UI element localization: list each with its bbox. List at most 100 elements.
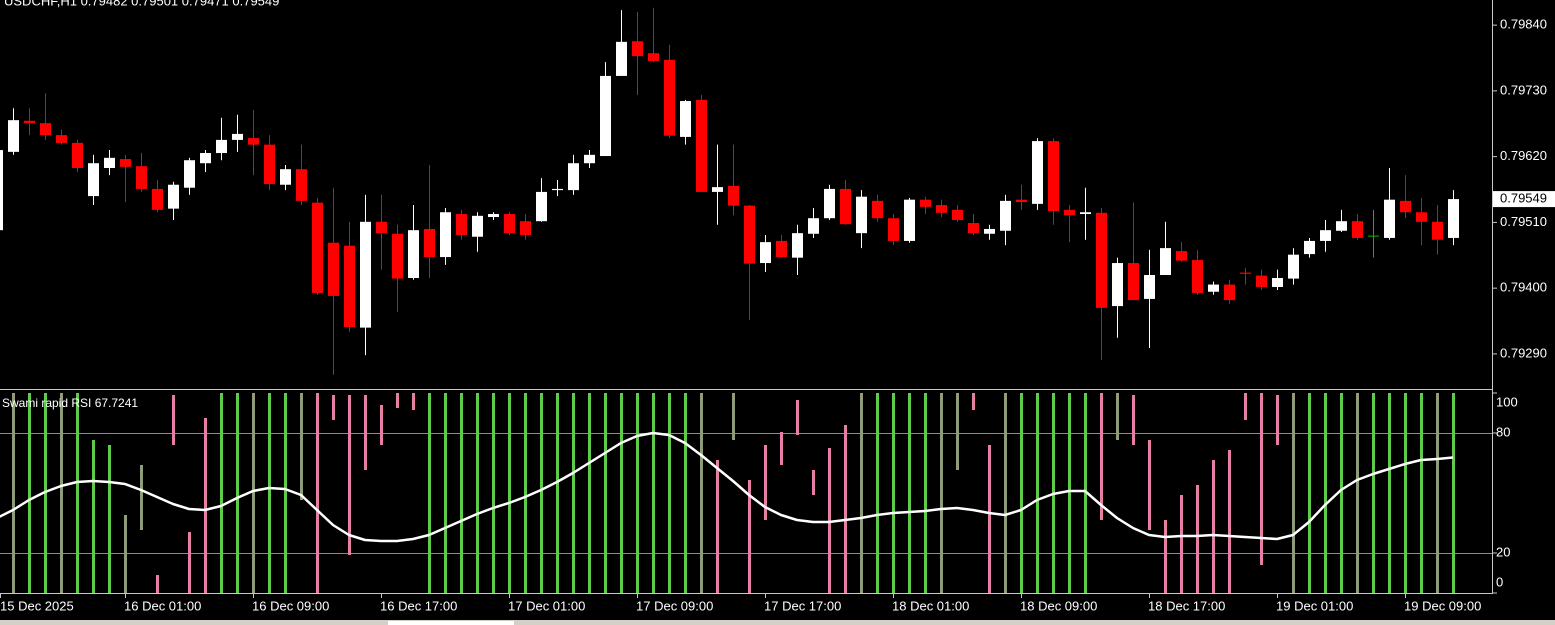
indicator-bar (108, 445, 111, 593)
candle-body (1064, 209, 1075, 216)
indicator-bar (140, 465, 143, 530)
indicator-bar (972, 393, 975, 410)
indicator-bar (700, 393, 703, 593)
candle-body (88, 163, 99, 197)
candle-body (1240, 272, 1251, 274)
indicator-bar (348, 395, 351, 555)
candle-body (1384, 199, 1395, 238)
candle-body (808, 218, 819, 234)
candle-body (968, 222, 979, 234)
candle-body (616, 41, 627, 76)
candle-body (488, 214, 499, 218)
candle-body (552, 188, 563, 191)
indicator-bar (1228, 450, 1231, 593)
indicator-bar (396, 393, 399, 408)
indicator-bar (556, 393, 559, 593)
indicator-bar (956, 393, 959, 470)
y-tick-label: 0.79290 (1500, 345, 1547, 360)
indicator-bar (124, 515, 127, 593)
candle-body (296, 169, 307, 201)
indicator-bar (1452, 393, 1455, 593)
indicator-bar (796, 400, 799, 435)
candle-body (40, 123, 51, 136)
indicator-bar (892, 393, 895, 593)
candle-body (152, 188, 163, 210)
indicator-bar (1036, 393, 1039, 593)
candle-body (120, 159, 131, 167)
candle-body (472, 215, 483, 237)
indicator-bar (1100, 393, 1103, 520)
indicator-bar (284, 393, 287, 593)
candle-body (232, 133, 243, 140)
indicator-bar (812, 470, 815, 495)
indicator-bar (748, 480, 751, 593)
indicator-bar (1340, 393, 1343, 593)
indicator-bar (780, 432, 783, 465)
x-tick-label: 17 Dec 01:00 (508, 598, 585, 613)
indicator-bar (364, 395, 367, 470)
indicator-bar (908, 393, 911, 593)
candle-body (264, 144, 275, 185)
candle-body (200, 153, 211, 164)
y-tick-label: 0.79730 (1500, 82, 1547, 97)
x-tick-label: 16 Dec 17:00 (380, 598, 457, 613)
candle-body (520, 221, 531, 235)
y-tick-label: 0.79840 (1500, 17, 1547, 32)
candle-body (1128, 263, 1139, 301)
candle-body (584, 154, 595, 164)
chart-title: USDCHF,H1 0.79482 0.79501 0.79471 0.7954… (4, 0, 279, 8)
indicator-title: Swami rapid RSI 67.7241 (2, 396, 138, 410)
candle-body (568, 163, 579, 191)
x-tick-label: 18 Dec 09:00 (1020, 598, 1097, 613)
candle-body (648, 53, 659, 61)
candle-body (904, 199, 915, 241)
y-tick-label: 80 (1496, 424, 1510, 439)
indicator-bar (476, 393, 479, 593)
candle-body (1320, 230, 1331, 241)
indicator-bar (572, 393, 575, 593)
active-tab (388, 621, 514, 625)
x-tick-label: 16 Dec 09:00 (252, 598, 329, 613)
candle-body (888, 218, 899, 241)
indicator-bar (1260, 393, 1263, 565)
indicator-bar (1420, 393, 1423, 593)
candle-body (376, 221, 387, 234)
candle-body (1000, 200, 1011, 231)
indicator-bar (92, 440, 95, 593)
indicator-bar (268, 393, 271, 593)
x-tick-label: 15 Dec 2025 (0, 598, 74, 613)
y-tick-label: 100 (1496, 394, 1518, 409)
indicator-bar (844, 425, 847, 593)
rsi-line (0, 431, 1454, 543)
indicator-bar (1356, 393, 1359, 593)
candle-body (24, 120, 35, 124)
indicator-bar (220, 393, 223, 593)
candle-body (712, 187, 723, 192)
indicator-bar (60, 393, 63, 593)
indicator-bar (1388, 393, 1391, 593)
indicator-bar (1308, 393, 1311, 593)
candle-body (440, 212, 451, 258)
indicator-bar (508, 393, 511, 593)
y-tick-label: 0 (1496, 574, 1503, 589)
candle-body (632, 41, 643, 57)
candle-body (1432, 221, 1443, 240)
candle-body (664, 59, 675, 136)
indicator-bar (156, 575, 159, 593)
indicator-bar (668, 393, 671, 593)
indicator-bar (316, 393, 319, 593)
candle-body (1272, 277, 1283, 287)
indicator-bar (236, 393, 239, 593)
x-tick-label: 17 Dec 17:00 (764, 598, 841, 613)
candle-body (1176, 251, 1187, 261)
candle-body (920, 199, 931, 207)
candle-body (56, 135, 67, 143)
indicator-bar (764, 445, 767, 520)
candle-body (216, 139, 227, 154)
candle-body (1208, 284, 1219, 292)
indicator-bar (988, 445, 991, 593)
candle-body (1016, 199, 1027, 203)
candle-body (760, 242, 771, 264)
x-tick-label: 18 Dec 17:00 (1148, 598, 1225, 613)
indicator-bar (1404, 393, 1407, 593)
